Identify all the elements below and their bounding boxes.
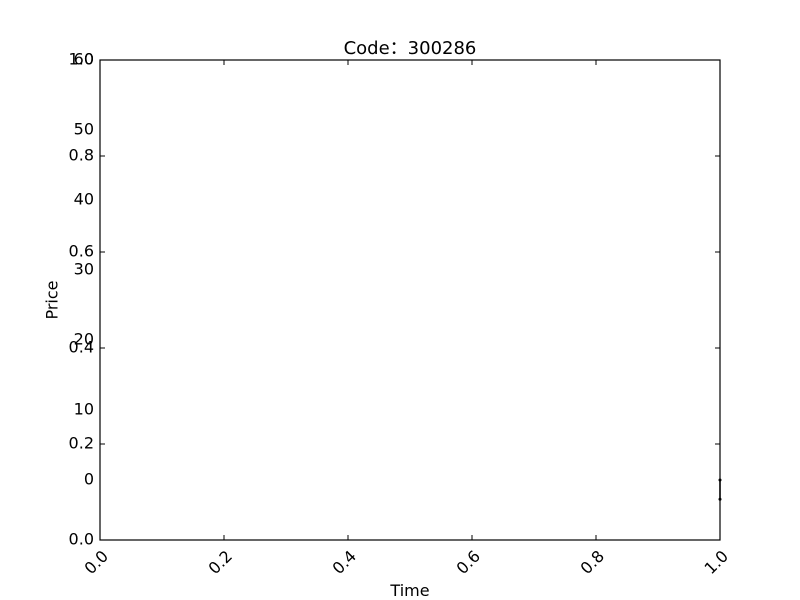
y-tick-label: 1.0 bbox=[69, 50, 94, 69]
y-axis: 0.0 0.2 0.4 0.6 0.8 1.0 bbox=[69, 50, 720, 549]
x-tick-label: 0.2 bbox=[205, 547, 236, 578]
secondary-y-tick-label: 60 bbox=[74, 50, 94, 69]
x-tick-label: 0.6 bbox=[453, 547, 484, 578]
y-tick-label: 0.2 bbox=[69, 434, 94, 453]
secondary-y-tick-label: 30 bbox=[74, 259, 94, 278]
y-tick-label: 0.0 bbox=[69, 530, 94, 549]
plot-area bbox=[100, 60, 720, 540]
chart-title: Code：300286 bbox=[343, 38, 477, 59]
plot-frame bbox=[99, 59, 721, 541]
secondary-y-tick-label: 50 bbox=[74, 119, 94, 138]
secondary-y-tick-label: 0 bbox=[84, 469, 94, 488]
x-tick-label: 0.4 bbox=[329, 547, 360, 578]
secondary-y-tick-label: 10 bbox=[74, 399, 94, 418]
x-tick-label: 0.8 bbox=[577, 547, 608, 578]
secondary-y-axis: 0 10 20 30 40 50 60 bbox=[74, 50, 94, 489]
x-tick-label: 1.0 bbox=[701, 547, 732, 578]
secondary-y-tick-label: 40 bbox=[74, 189, 94, 208]
secondary-y-tick-label: 20 bbox=[74, 329, 94, 348]
x-tick-label: 0.0 bbox=[81, 547, 112, 578]
x-axis-label: Time bbox=[390, 581, 430, 600]
y-tick-label: 0.4 bbox=[69, 338, 94, 357]
y-tick-label: 0.8 bbox=[69, 146, 94, 165]
y-tick-label: 0.6 bbox=[69, 242, 94, 261]
y-axis-label: Price bbox=[42, 280, 62, 320]
